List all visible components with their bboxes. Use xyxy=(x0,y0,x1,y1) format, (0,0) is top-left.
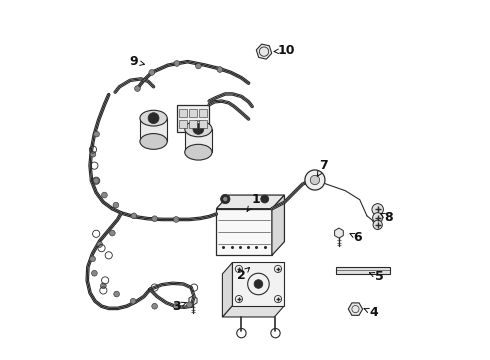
Circle shape xyxy=(97,242,102,247)
Polygon shape xyxy=(222,262,232,317)
Polygon shape xyxy=(272,195,285,255)
Circle shape xyxy=(100,283,106,289)
Circle shape xyxy=(101,192,107,198)
Bar xyxy=(179,109,187,117)
Circle shape xyxy=(310,175,319,185)
Text: 7: 7 xyxy=(318,159,328,176)
Polygon shape xyxy=(177,105,209,132)
Circle shape xyxy=(196,63,201,69)
Ellipse shape xyxy=(185,144,212,160)
Circle shape xyxy=(373,220,382,229)
Circle shape xyxy=(220,194,230,204)
Circle shape xyxy=(131,213,137,219)
Bar xyxy=(179,120,187,128)
Circle shape xyxy=(149,69,155,75)
Circle shape xyxy=(193,123,204,134)
Circle shape xyxy=(173,303,179,309)
Bar xyxy=(189,109,196,117)
Circle shape xyxy=(254,280,263,288)
Text: 3: 3 xyxy=(172,300,187,313)
Bar xyxy=(199,109,207,117)
Circle shape xyxy=(92,270,97,276)
Circle shape xyxy=(261,195,269,203)
Bar xyxy=(185,129,212,152)
Text: 5: 5 xyxy=(369,270,384,283)
Ellipse shape xyxy=(140,134,167,149)
Circle shape xyxy=(173,217,179,222)
Circle shape xyxy=(114,291,120,297)
Circle shape xyxy=(305,170,325,190)
Circle shape xyxy=(152,216,157,222)
Polygon shape xyxy=(222,306,285,317)
Circle shape xyxy=(373,213,383,223)
Text: 8: 8 xyxy=(380,211,393,224)
Polygon shape xyxy=(232,262,285,306)
Circle shape xyxy=(130,298,136,304)
Ellipse shape xyxy=(185,121,212,137)
Polygon shape xyxy=(216,209,272,255)
Text: 2: 2 xyxy=(237,267,249,282)
Circle shape xyxy=(152,303,157,309)
Circle shape xyxy=(109,230,115,236)
Polygon shape xyxy=(337,267,390,274)
Polygon shape xyxy=(216,195,285,209)
Text: 4: 4 xyxy=(364,306,378,319)
Circle shape xyxy=(217,67,223,72)
Text: 6: 6 xyxy=(350,231,362,244)
Circle shape xyxy=(148,113,159,123)
Text: 9: 9 xyxy=(129,55,145,68)
Circle shape xyxy=(135,86,140,91)
Circle shape xyxy=(187,302,192,308)
Bar xyxy=(189,120,196,128)
Circle shape xyxy=(174,60,180,66)
Bar xyxy=(140,118,167,141)
Ellipse shape xyxy=(140,110,167,126)
Text: 1: 1 xyxy=(247,193,260,211)
Circle shape xyxy=(93,178,99,184)
Text: 10: 10 xyxy=(274,44,295,57)
Circle shape xyxy=(223,197,228,202)
Circle shape xyxy=(113,202,119,208)
Circle shape xyxy=(372,204,383,215)
Bar xyxy=(199,120,207,128)
Circle shape xyxy=(90,256,96,262)
Circle shape xyxy=(94,131,99,137)
Circle shape xyxy=(90,151,96,157)
